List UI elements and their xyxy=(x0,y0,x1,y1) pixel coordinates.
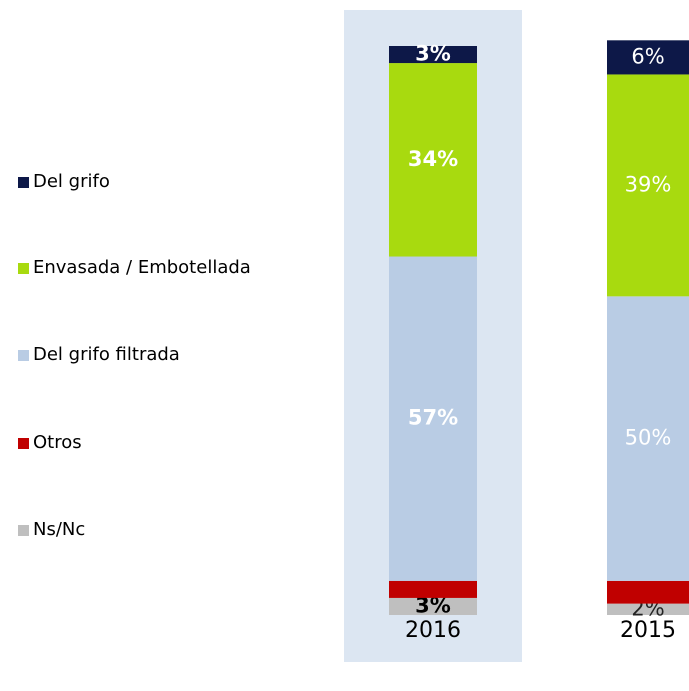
legend-label: Envasada / Embotellada xyxy=(33,257,251,278)
legend-swatch xyxy=(18,350,29,361)
legend-label: Otros xyxy=(33,432,82,453)
legend-label: Ns/Nc xyxy=(33,519,85,540)
value-label: 39% xyxy=(625,172,672,196)
value-label: 57% xyxy=(408,406,458,430)
legend-swatch xyxy=(18,263,29,274)
value-label: 34% xyxy=(408,147,458,171)
bar-segment xyxy=(607,296,689,581)
bar-segment xyxy=(389,63,477,257)
bar-segment xyxy=(607,603,689,615)
value-label: 50% xyxy=(625,426,672,450)
bar-segment xyxy=(389,46,477,64)
legend-swatch xyxy=(18,438,29,449)
legend-swatch xyxy=(18,525,29,536)
bar-segment xyxy=(607,580,689,604)
bar-segment xyxy=(607,40,689,75)
bar-segment xyxy=(389,256,477,581)
legend-label: Del grifo filtrada xyxy=(33,344,180,365)
legend-swatch xyxy=(18,177,29,188)
x-tick-label: 2016 xyxy=(405,618,461,643)
value-label: 6% xyxy=(631,44,664,68)
value-label: 3% xyxy=(415,42,451,66)
x-tick-label: 2015 xyxy=(620,618,676,643)
bar-segment xyxy=(389,580,477,598)
legend-label: Del grifo xyxy=(33,171,110,192)
bar-segment xyxy=(389,597,477,615)
bar-segment xyxy=(607,74,689,297)
